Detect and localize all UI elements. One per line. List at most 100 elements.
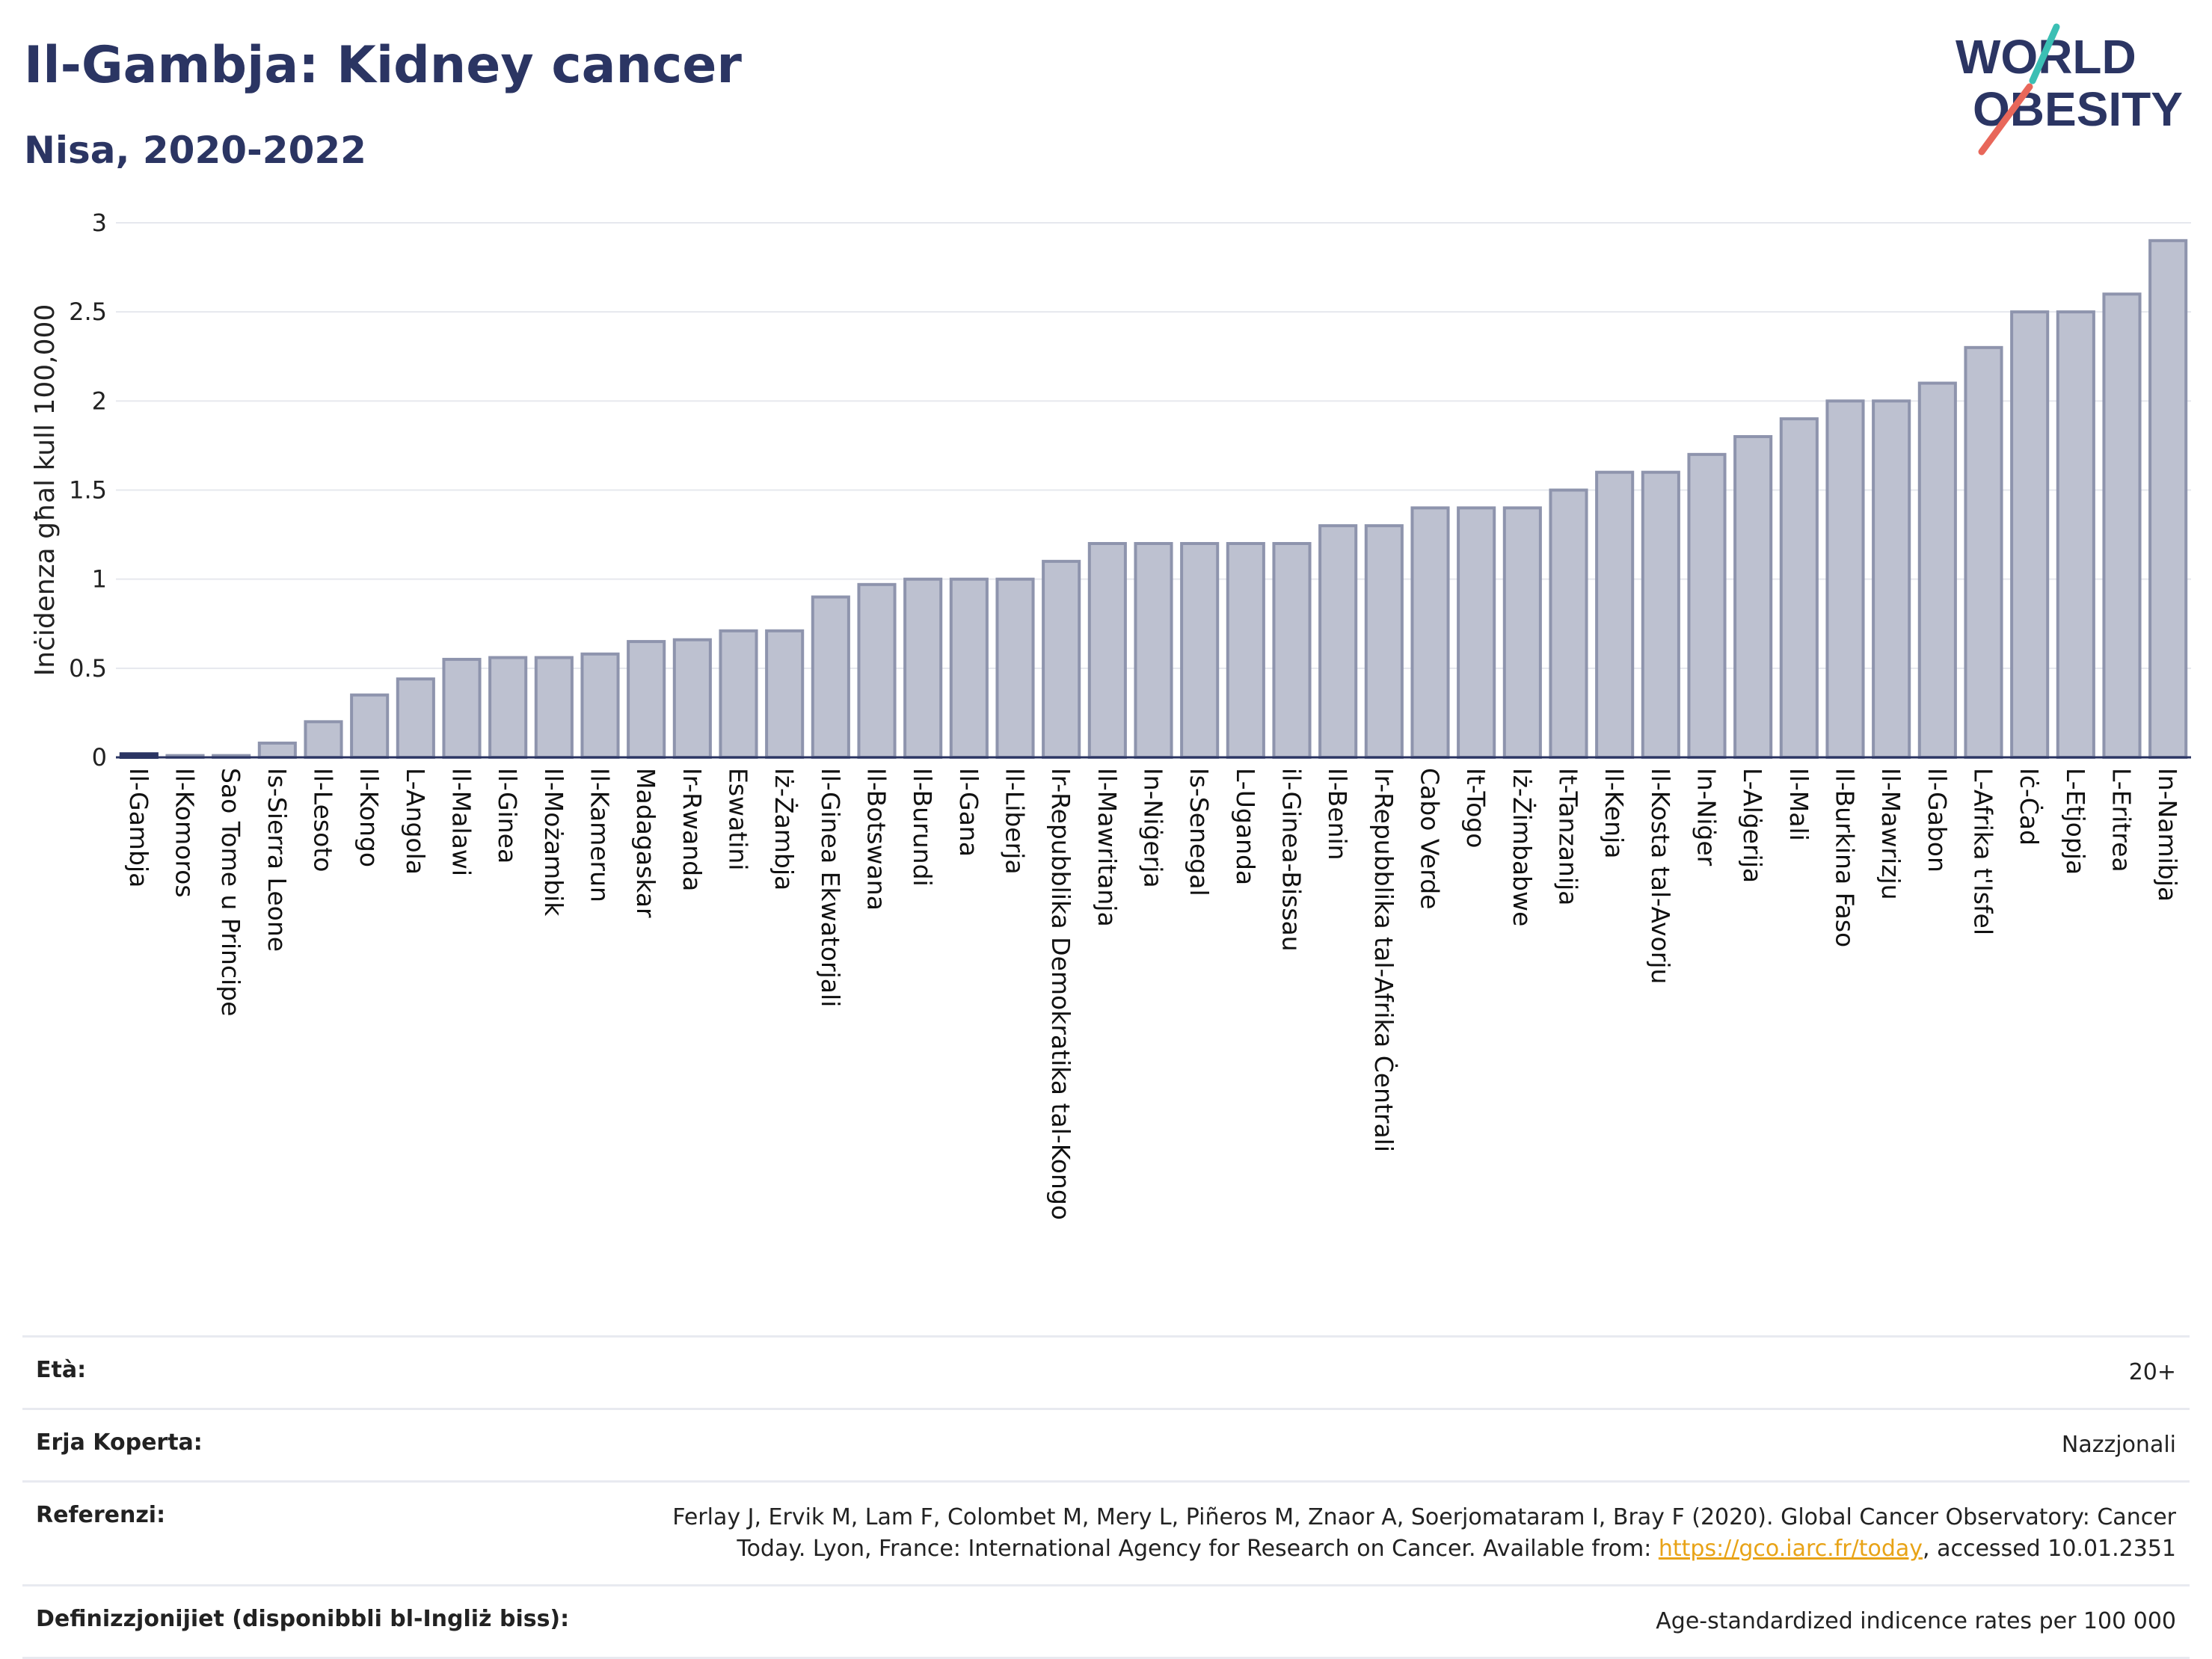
y-axis-label: Inċidenza għal kull 100,000 (30, 304, 61, 677)
reference-link[interactable]: https://gco.iarc.fr/today (1658, 1536, 1923, 1562)
bar (1272, 542, 1312, 759)
info-row-age: Età: 20+ (22, 1335, 2190, 1408)
info-row-definitions: Definizzjonijiet (disponibbli bl-Ingliż … (22, 1584, 2190, 1659)
bar (811, 595, 850, 759)
bar (350, 693, 390, 759)
page-title: Il-Gambja: Kidney cancer (24, 36, 742, 95)
bar (1733, 435, 1773, 759)
info-row-references: Referenzi: Ferlay J, Ervik M, Lam F, Col… (22, 1480, 2190, 1584)
references-value: Ferlay J, Ervik M, Lam F, Colombet M, Me… (672, 1502, 2176, 1565)
reference-citation: Ferlay J, Ervik M, Lam F, Colombet M, Me… (672, 1504, 2176, 1530)
bar (627, 640, 666, 759)
x-tick-label: Il-Mawrizju (1876, 768, 1905, 900)
x-tick-label: Iż-Żimbabwe (1508, 768, 1537, 926)
x-tick-label: Il-Mali (1784, 768, 1813, 841)
bar (1595, 470, 1635, 760)
bar (1457, 506, 1496, 759)
x-tick-label: Il-Mawritanja (1093, 768, 1122, 927)
info-row-area: Erja Koperta: Nazzjonali (22, 1408, 2190, 1480)
bar (1318, 524, 1358, 760)
x-tick-label: Il-Botswana (862, 768, 891, 911)
x-tick-label: In-Niġerja (1139, 768, 1168, 888)
x-tick-label: L-Angola (401, 768, 430, 875)
bar (580, 652, 620, 759)
bar (995, 577, 1035, 760)
bar (2148, 238, 2188, 760)
bar (765, 629, 805, 759)
bar (903, 577, 943, 760)
x-tick-label: Ir-Rwanda (678, 768, 707, 891)
bar (442, 657, 482, 760)
page-subtitle: Nisa, 2020-2022 (24, 129, 366, 172)
x-tick-label: Il-Ginea (493, 768, 522, 864)
x-tick-label: Iċ-Ċad (2015, 768, 2044, 846)
x-tick-label: Il-Burundi (908, 768, 937, 887)
x-tick-label: L-Alġerija (1738, 768, 1767, 883)
x-tick-label: Sao Tome u Principe (216, 768, 245, 1016)
bar-chart: 0 0.5 1 1.5 2 2.5 3 Inċidenza għal kull 100,000… (30, 209, 2191, 1220)
x-tick-label: Il-Kamerun (586, 768, 615, 902)
bar (1964, 345, 2003, 760)
x-tick-label: Iż-Żambja (769, 768, 799, 890)
x-tick-label: Il-Malawi (447, 768, 476, 876)
area-label: Erja Koperta: (36, 1429, 203, 1456)
bar (1872, 399, 1911, 759)
x-tick-label: Il-Ginea Ekwatorjali (816, 768, 845, 1007)
x-tick-label: Il-Gabon (1923, 768, 1952, 872)
bar (396, 677, 435, 760)
logo-slash-teal (2029, 23, 2060, 84)
x-tick-label: Ir-Repubblika Demokratika tal-Kongo (1046, 768, 1075, 1220)
x-tick-label: Il-Kosta tal-Avorju (1646, 768, 1675, 984)
bar (1410, 506, 1450, 759)
x-tick-label: It-Tanzanija (1554, 768, 1583, 905)
bar (1364, 524, 1404, 760)
info-table: Età: 20+ Erja Koperta: Nazzjonali Refere… (22, 1335, 2190, 1659)
x-tick-label: Is-Senegal (1185, 768, 1214, 896)
y-tick-label: 0 (92, 743, 107, 772)
x-tick-label: Il-Benin (1323, 768, 1352, 861)
bar (1502, 506, 1542, 759)
area-value: Nazzjonali (2061, 1432, 2176, 1458)
x-tick-label: Il-Liberja (1001, 768, 1030, 875)
y-tick-label: 1 (92, 565, 107, 594)
x-tick-label: Il-Komoros (170, 768, 200, 898)
bar (1087, 542, 1127, 759)
bar (857, 582, 897, 759)
bar (719, 629, 758, 759)
x-tick-label: In-Namibja (2153, 768, 2182, 902)
bar (1226, 542, 1265, 759)
reference-citation-cont: Today. Lyon, France: International Agenc… (737, 1536, 1652, 1562)
y-tick-label: 3 (92, 209, 107, 237)
x-tick-label: Eswatini (724, 768, 753, 870)
x-tick-label: Il-Kongo (354, 768, 384, 867)
logo-word-obesity: OBESITY (1973, 82, 2183, 136)
x-tick-label: Cabo Verde (1416, 768, 1445, 909)
bar (1917, 381, 1957, 759)
bar (534, 656, 574, 759)
age-value: 20+ (2128, 1359, 2176, 1385)
bar (488, 656, 528, 759)
x-tick-label: Il-Gambja (124, 768, 153, 887)
bar (1134, 542, 1173, 759)
bar (1779, 417, 1819, 760)
x-tick-label: L-Eritrea (2107, 768, 2136, 872)
bar (1825, 399, 1865, 759)
x-tick-label: Il-Możambik (539, 768, 568, 917)
logo-slash-coral (1978, 83, 2033, 156)
x-tick-label: It-Togo (1461, 768, 1490, 848)
x-tick-label: Madagaskar (631, 768, 660, 918)
bar (1641, 470, 1680, 760)
x-tick-label: Il-Lesoto (309, 768, 338, 872)
definitions-label: Definizzjonijiet (disponibbli bl-Ingliż … (36, 1606, 570, 1632)
world-obesity-logo: WORLD OBESITY (1956, 23, 2183, 156)
x-tick-label: Ir-Repubblika tal-Afrika Ċentrali (1369, 768, 1399, 1152)
x-tick-label: L-Etjopja (2061, 768, 2090, 875)
bar (2010, 310, 2050, 759)
y-tick-label: 0.5 (69, 654, 107, 683)
bar (257, 741, 297, 760)
age-label: Età: (36, 1357, 87, 1383)
bar (304, 720, 343, 759)
bar (2102, 292, 2142, 760)
x-tick-label: In-Niġer (1692, 768, 1721, 867)
bar (2056, 310, 2095, 759)
